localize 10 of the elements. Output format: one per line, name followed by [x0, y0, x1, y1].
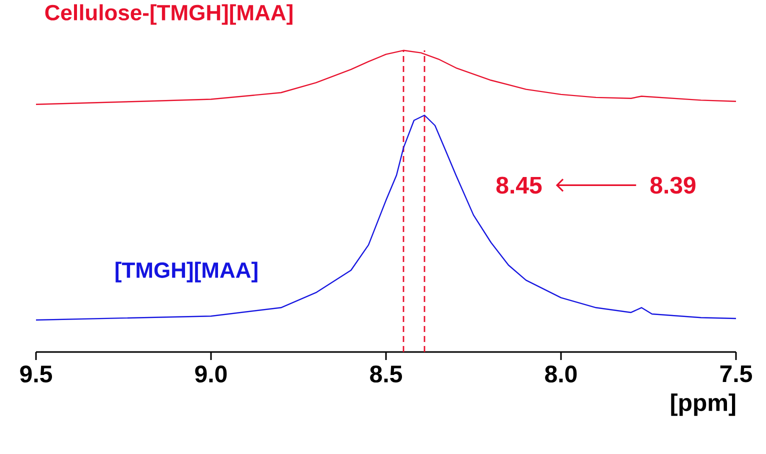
x-tick-label: 8.5 [370, 366, 402, 383]
x-axis-title: [ppm] [671, 394, 736, 416]
x-tick-label: 7.5 [720, 366, 752, 382]
annotation: 8.45 [496, 176, 542, 194]
series-label: [TMGH][MAA] [116, 262, 258, 282]
x-tick-label: 9.0 [195, 366, 227, 383]
x-tick-label: 8.0 [545, 366, 577, 383]
annotation: 8.39 [650, 176, 696, 194]
text: Cellulose-[TMGH][MAA] [45, 4, 292, 25]
x-tick-label: 9.5 [20, 366, 52, 383]
